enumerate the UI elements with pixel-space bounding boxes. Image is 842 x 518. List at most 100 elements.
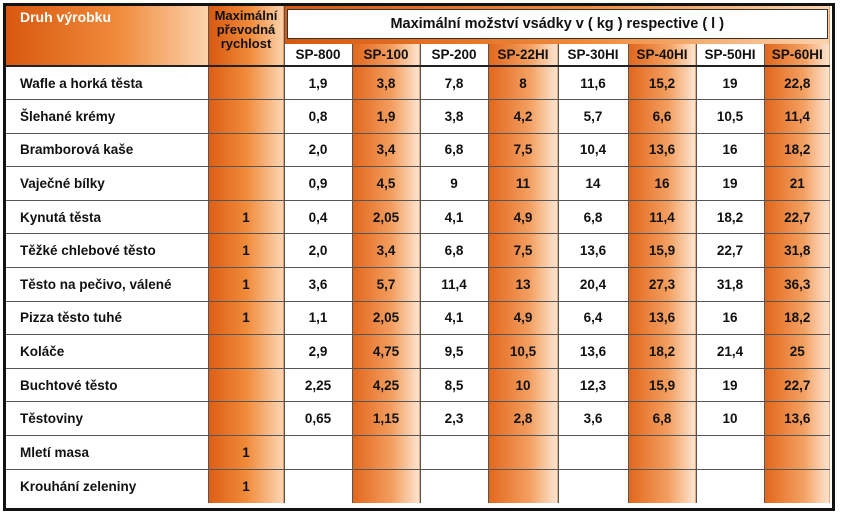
capacity-cell: 25 — [763, 334, 831, 369]
capacity-cell: 36,3 — [763, 267, 831, 302]
capacity-cell: 5,7 — [351, 267, 420, 302]
capacity-cell: 0,9 — [283, 166, 352, 201]
capacity-cell: 13 — [487, 267, 558, 302]
capacity-cell: 1,9 — [283, 65, 352, 100]
product-name-cell: Kynutá těsta — [6, 199, 208, 234]
capacity-cell: 6,8 — [419, 233, 488, 268]
product-name-cell: Krouhání zeleniny — [6, 468, 208, 503]
capacity-cell: 2,05 — [351, 300, 420, 335]
capacity-cell: 16 — [695, 300, 764, 335]
capacity-cell: 1,15 — [351, 401, 420, 436]
capacity-cell: 10,4 — [557, 132, 628, 167]
speed-cell: 1 — [207, 435, 284, 470]
product-name-cell: Pizza těsto tuhé — [6, 300, 208, 335]
model-header: SP-22HI — [487, 44, 558, 66]
capacity-cell: 6,4 — [557, 300, 628, 335]
capacity-cell — [419, 468, 488, 503]
capacity-cell: 22,8 — [763, 65, 831, 100]
capacity-title: Maximální možství vsádky v ( kg ) respec… — [286, 9, 829, 39]
capacity-cell — [627, 468, 696, 503]
speed-cell — [207, 132, 284, 167]
capacity-cell: 13,6 — [557, 233, 628, 268]
capacity-cell: 18,2 — [763, 132, 831, 167]
capacity-cell: 4,1 — [419, 199, 488, 234]
product-name-cell: Koláče — [6, 334, 208, 369]
capacity-cell — [283, 435, 352, 470]
capacity-cell: 4,9 — [487, 199, 558, 234]
table-row: Krouhání zeleniny 1 — [6, 468, 831, 503]
speed-cell — [207, 367, 284, 402]
capacity-cell: 31,8 — [695, 267, 764, 302]
capacity-cell — [487, 435, 558, 470]
capacity-cell: 20,4 — [557, 267, 628, 302]
capacity-cell: 0,8 — [283, 99, 352, 134]
capacity-cell: 4,25 — [351, 367, 420, 402]
capacity-cell: 4,2 — [487, 99, 558, 134]
capacity-cell: 2,0 — [283, 233, 352, 268]
capacity-cell: 3,8 — [351, 65, 420, 100]
capacity-cell: 13,6 — [763, 401, 831, 436]
model-header: SP-800 — [283, 44, 352, 66]
speed-cell — [207, 166, 284, 201]
capacity-cell: 7,5 — [487, 132, 558, 167]
capacity-header-cell: Maximální možství vsádky v ( kg ) respec… — [283, 6, 831, 44]
capacity-cell: 2,25 — [283, 367, 352, 402]
speed-header-line-3: rychlost — [220, 36, 272, 51]
table-row: Bramborová kaše 2,0 3,4 6,8 7,5 10,4 13,6 16 18,… — [6, 132, 831, 167]
model-header-row: SP-800 SP-100 SP-200 SP-22HI SP-30HI SP-… — [6, 44, 831, 66]
model-header: SP-30HI — [557, 44, 628, 66]
capacity-cell: 1,1 — [283, 300, 352, 335]
product-name-cell: Šlehané krémy — [6, 99, 208, 134]
capacity-cell: 13,6 — [557, 334, 628, 369]
capacity-cell — [351, 468, 420, 503]
table-row: Buchtové těsto 2,25 4,25 8,5 10 12,3 15,9 19 22,… — [6, 367, 831, 402]
capacity-cell: 4,75 — [351, 334, 420, 369]
speed-cell — [207, 334, 284, 369]
model-header: SP-50HI — [695, 44, 764, 66]
model-header: SP-40HI — [627, 44, 696, 66]
capacity-cell: 19 — [695, 65, 764, 100]
table-row: Vaječné bílky 0,9 4,5 9 11 14 16 19 21 — [6, 166, 831, 201]
capacity-cell: 3,4 — [351, 132, 420, 167]
capacity-cell: 18,2 — [763, 300, 831, 335]
capacity-cell: 4,1 — [419, 300, 488, 335]
capacity-cell: 3,6 — [283, 267, 352, 302]
capacity-cell: 18,2 — [627, 334, 696, 369]
model-header: SP-60HI — [763, 44, 831, 66]
capacity-cell: 3,6 — [557, 401, 628, 436]
product-name-cell: Wafle a horká těsta — [6, 65, 208, 100]
capacity-cell: 3,8 — [419, 99, 488, 134]
capacity-cell: 2,3 — [419, 401, 488, 436]
capacity-cell: 0,65 — [283, 401, 352, 436]
speed-header-line-1: Maximální — [214, 8, 278, 23]
speed-cell: 1 — [207, 199, 284, 234]
capacity-cell: 8 — [487, 65, 558, 100]
capacity-cell — [763, 468, 831, 503]
capacity-cell: 18,2 — [695, 199, 764, 234]
capacity-cell: 11,6 — [557, 65, 628, 100]
capacity-cell: 22,7 — [763, 199, 831, 234]
speed-cell: 1 — [207, 468, 284, 503]
capacity-cell: 2,05 — [351, 199, 420, 234]
speed-cell: 1 — [207, 233, 284, 268]
capacity-cell: 16 — [695, 132, 764, 167]
capacity-cell: 6,8 — [419, 132, 488, 167]
capacity-cell: 15,9 — [627, 367, 696, 402]
capacity-cell: 14 — [557, 166, 628, 201]
table-row: Těstoviny 0,65 1,15 2,3 2,8 3,6 6,8 10 13,6 — [6, 401, 831, 436]
capacity-cell: 3,4 — [351, 233, 420, 268]
capacity-cell: 1,9 — [351, 99, 420, 134]
capacity-cell — [419, 435, 488, 470]
product-name-cell: Bramborová kaše — [6, 132, 208, 167]
capacity-cell: 21,4 — [695, 334, 764, 369]
table-row: Koláče 2,9 4,75 9,5 10,5 13,6 18,2 21,4 25 — [6, 334, 831, 369]
capacity-cell: 2,8 — [487, 401, 558, 436]
table-row: Šlehané krémy 0,8 1,9 3,8 4,2 5,7 6,6 10,5 11,4 — [6, 99, 831, 134]
model-header: SP-100 — [351, 44, 420, 66]
table-body: Wafle a horká těsta 1,9 3,8 7,8 8 11,6 15,2 19 2… — [6, 65, 831, 503]
capacity-cell: 16 — [627, 166, 696, 201]
capacity-cell: 0,4 — [283, 199, 352, 234]
capacity-cell: 10 — [695, 401, 764, 436]
speed-header-line-2: převodná — [216, 22, 276, 37]
product-name-cell: Buchtové těsto — [6, 367, 208, 402]
